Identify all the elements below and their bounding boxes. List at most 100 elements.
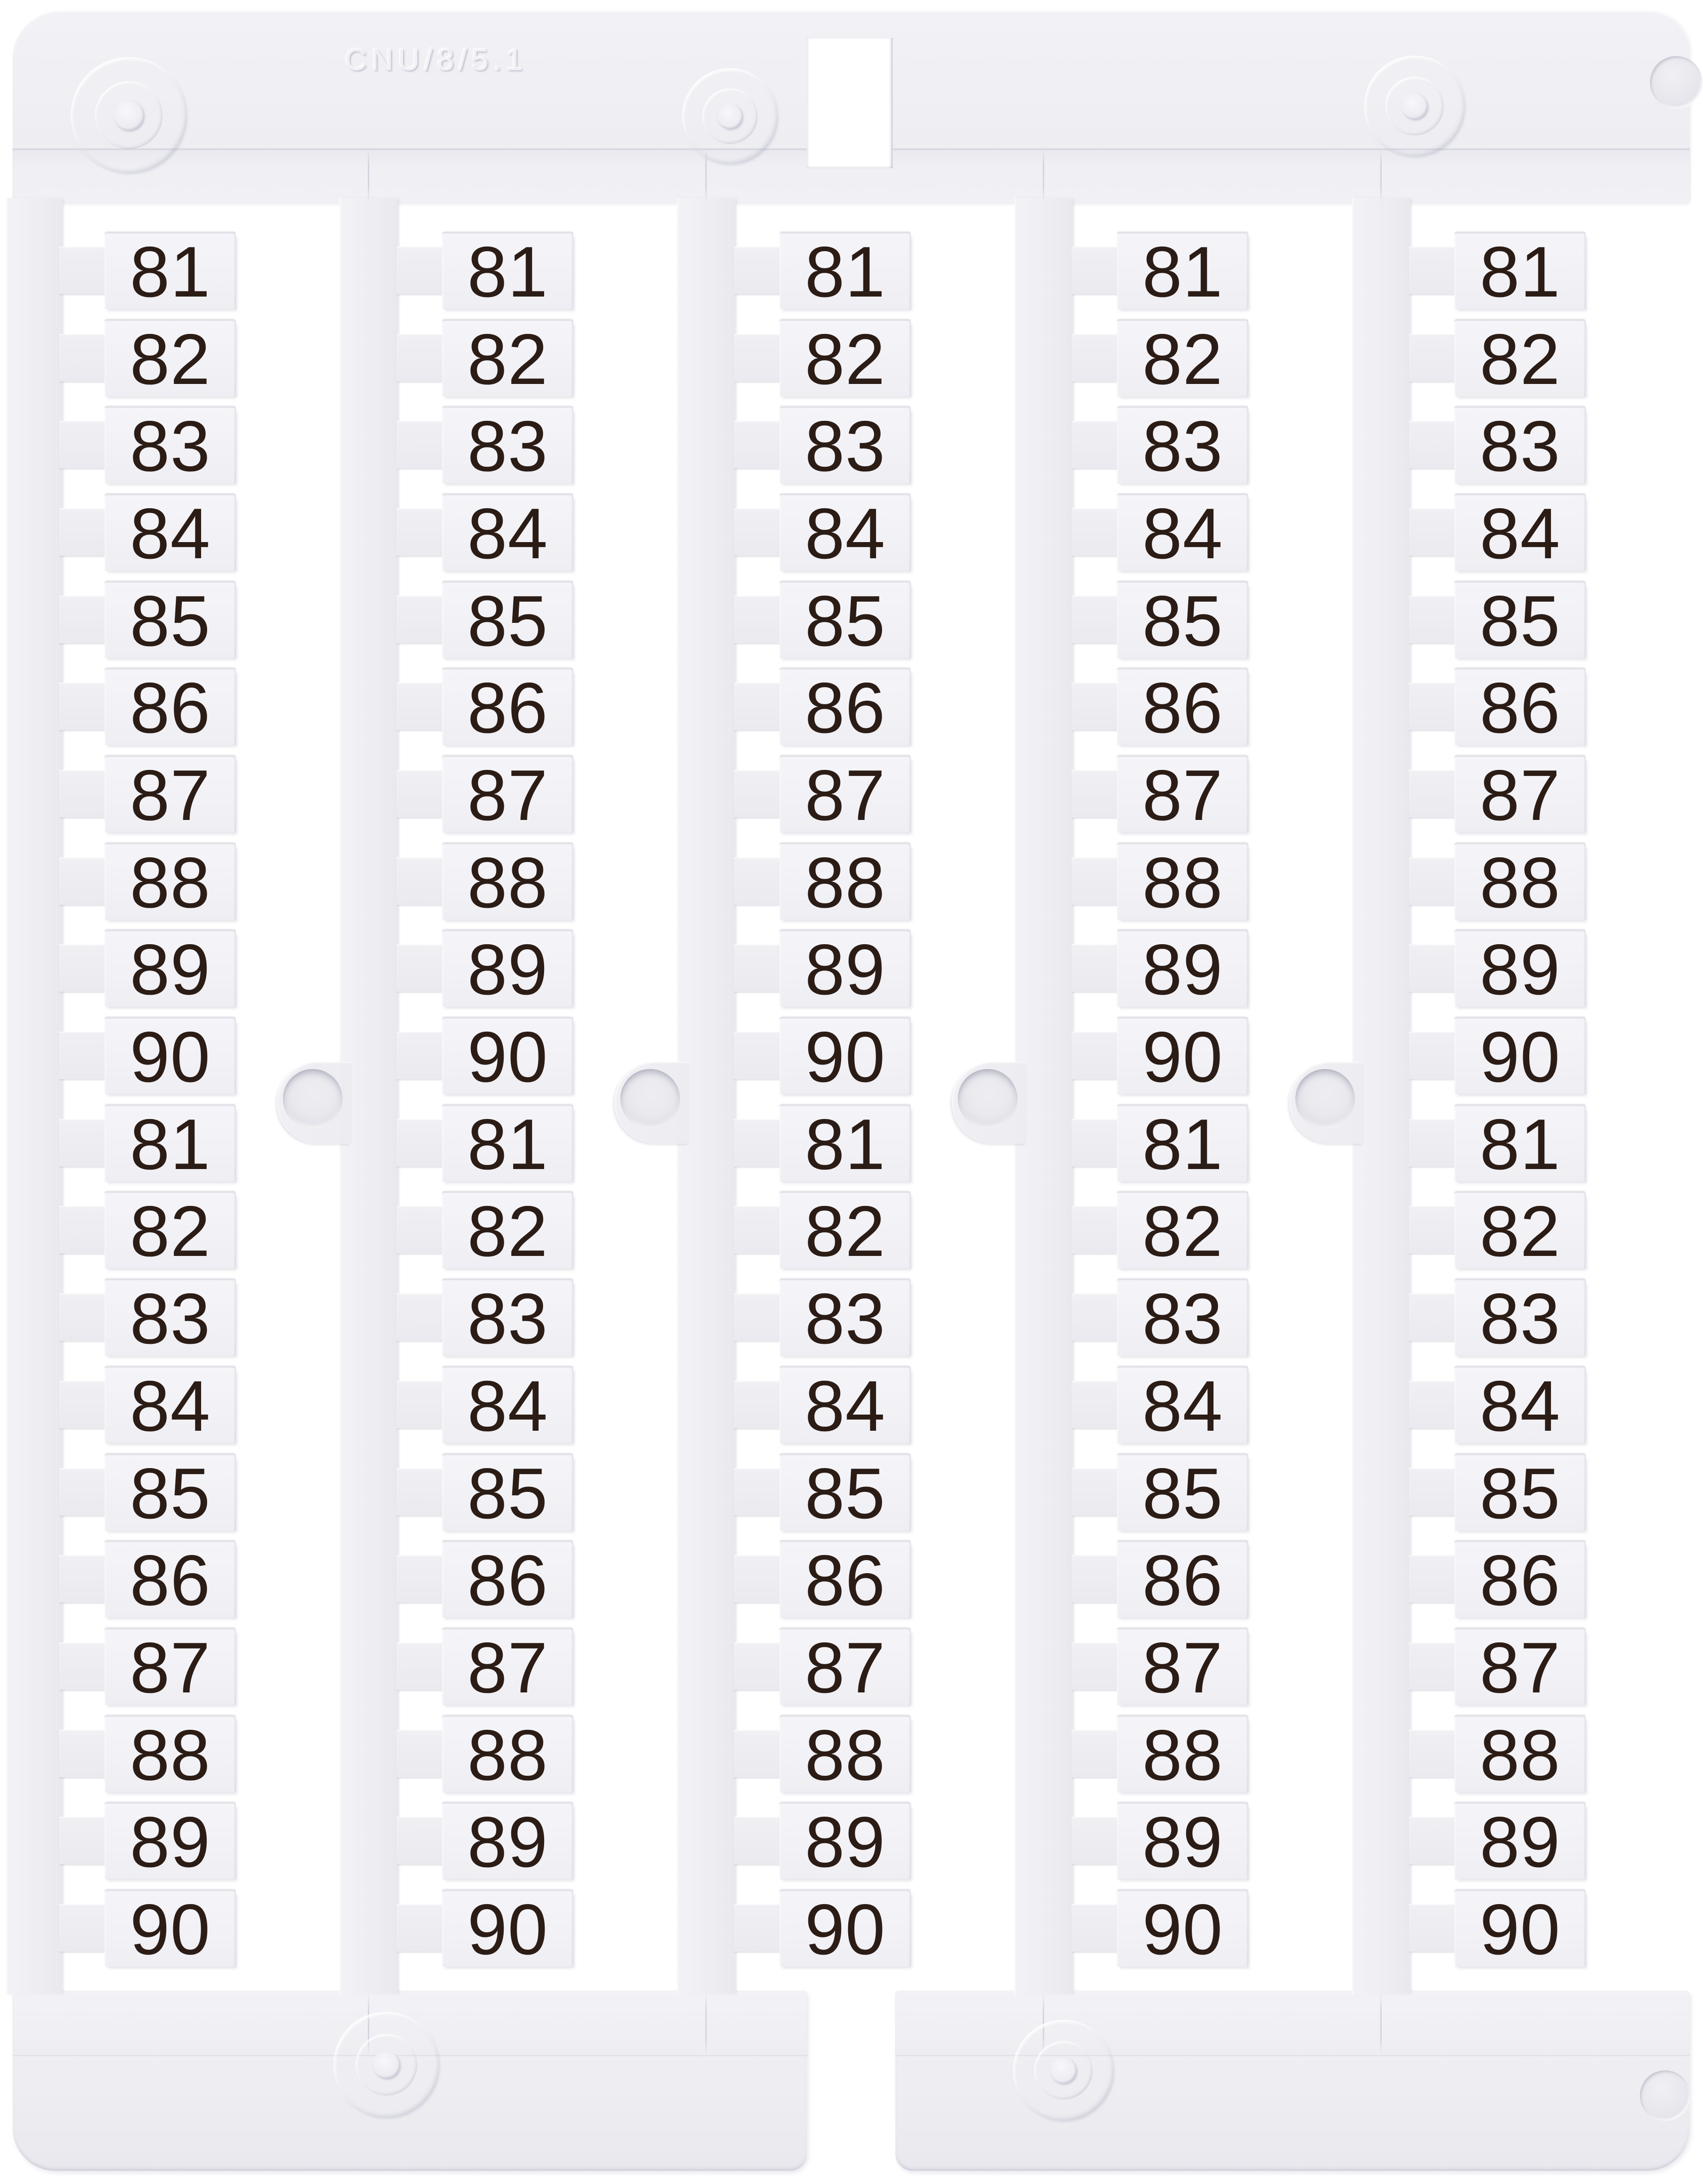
tag-number: 87 <box>1142 1628 1223 1708</box>
tag-number: 88 <box>805 1715 886 1795</box>
marker-tag: 88 <box>780 1717 911 1792</box>
mold-seam <box>368 1992 369 2056</box>
tag-number: 86 <box>130 668 211 748</box>
tag-connector-tab <box>1072 1555 1119 1603</box>
tag-number: 84 <box>805 494 886 574</box>
tag-connector-tab <box>59 421 107 468</box>
tag-connector-tab <box>59 1293 107 1341</box>
tag-connector-tab <box>397 1730 444 1777</box>
marker-tag: 87 <box>442 1629 573 1705</box>
mold-seam <box>705 1992 707 2056</box>
marker-tag: 81 <box>780 1106 911 1182</box>
tag-number: 85 <box>467 1453 548 1534</box>
marker-tag: 81 <box>105 233 236 309</box>
tag-connector-tab <box>734 857 782 905</box>
marker-tag: 87 <box>1454 757 1586 833</box>
marker-tag: 88 <box>442 1717 573 1792</box>
tag-connector-tab <box>1072 1381 1119 1428</box>
marker-tag: 86 <box>105 1542 236 1618</box>
marker-tag: 86 <box>1454 669 1586 745</box>
tag-connector-tab <box>1072 944 1119 992</box>
marker-tag: 83 <box>442 408 573 483</box>
tag-number: 83 <box>805 1279 886 1359</box>
mounting-hole <box>620 1069 680 1129</box>
tag-number: 83 <box>1480 1279 1561 1359</box>
tag-number: 90 <box>805 1017 886 1097</box>
marker-tag: 89 <box>105 931 236 1007</box>
marker-tag: 86 <box>1117 1542 1248 1618</box>
tag-number: 81 <box>467 232 548 312</box>
ejector-pin-dimple <box>1640 2070 1690 2121</box>
tag-connector-tab <box>397 770 444 817</box>
marker-tag: 87 <box>780 757 911 833</box>
marker-tag: 88 <box>1117 1717 1248 1792</box>
marker-tag: 90 <box>1117 1018 1248 1094</box>
marker-tag: 90 <box>105 1891 236 1967</box>
tag-number: 82 <box>467 319 548 400</box>
tag-connector-tab <box>59 1381 107 1428</box>
tag-number: 90 <box>1480 1889 1561 1970</box>
tag-number: 90 <box>130 1889 211 1970</box>
tag-number: 87 <box>130 755 211 836</box>
mounting-hole <box>283 1069 343 1129</box>
tag-connector-tab <box>397 1293 444 1341</box>
tag-connector-tab <box>1409 1904 1456 1952</box>
tag-connector-tab <box>397 421 444 468</box>
tag-number: 87 <box>467 1628 548 1708</box>
ejector-pin-mark <box>682 68 778 164</box>
tag-connector-tab <box>397 1817 444 1864</box>
tag-connector-tab <box>59 1730 107 1777</box>
marker-tag: 84 <box>105 1368 236 1443</box>
tag-number: 83 <box>805 406 886 487</box>
tag-number: 84 <box>1480 494 1561 574</box>
tag-connector-tab <box>734 1032 782 1079</box>
tag-connector-tab <box>1409 421 1456 468</box>
tag-number: 82 <box>1480 1191 1561 1272</box>
tag-connector-tab <box>734 1730 782 1777</box>
left-rail <box>6 198 63 1995</box>
top-notch-cutout <box>807 38 893 168</box>
tag-number: 82 <box>805 319 886 400</box>
tag-connector-tab <box>397 1642 444 1690</box>
tag-number: 90 <box>130 1017 211 1097</box>
tag-number: 88 <box>467 843 548 923</box>
tag-number: 85 <box>805 581 886 661</box>
marker-tag: 89 <box>105 1804 236 1879</box>
marker-tag: 84 <box>105 495 236 571</box>
tag-connector-tab <box>1072 334 1119 381</box>
marker-tag: 88 <box>1454 1717 1586 1792</box>
mold-seam <box>368 149 369 203</box>
tag-number: 87 <box>1142 755 1223 836</box>
ejector-pin-mark <box>333 2012 440 2118</box>
tag-number: 83 <box>467 406 548 487</box>
tag-connector-tab <box>734 683 782 730</box>
tag-connector-tab <box>397 1119 444 1167</box>
marker-tag: 83 <box>105 408 236 483</box>
tag-number: 89 <box>1480 1802 1561 1882</box>
card-bottom-ledge-left <box>13 1991 807 2056</box>
tag-number: 81 <box>1142 232 1223 312</box>
mold-seam <box>1043 1992 1044 2056</box>
tag-number: 88 <box>1142 843 1223 923</box>
tag-connector-tab <box>59 1904 107 1952</box>
marker-tag: 89 <box>1117 931 1248 1007</box>
marker-tag: 86 <box>1454 1542 1586 1618</box>
tag-connector-tab <box>1409 1032 1456 1079</box>
marker-tag: 87 <box>1454 1629 1586 1705</box>
tag-connector-tab <box>59 944 107 992</box>
tag-connector-tab <box>1072 1119 1119 1167</box>
marker-tag: 88 <box>105 1717 236 1792</box>
mounting-hole <box>1295 1069 1355 1129</box>
tag-connector-tab <box>1409 1730 1456 1777</box>
tag-number: 82 <box>1142 319 1223 400</box>
marker-tag: 81 <box>1117 233 1248 309</box>
tag-number: 89 <box>130 1802 211 1882</box>
tag-connector-tab <box>1072 1032 1119 1079</box>
tag-connector-tab <box>734 1119 782 1167</box>
tag-number: 87 <box>1480 755 1561 836</box>
tag-connector-tab <box>1409 1119 1456 1167</box>
tag-connector-tab <box>1072 1817 1119 1864</box>
marker-tag: 84 <box>1117 495 1248 571</box>
tag-number: 84 <box>467 1366 548 1446</box>
tag-connector-tab <box>59 596 107 643</box>
